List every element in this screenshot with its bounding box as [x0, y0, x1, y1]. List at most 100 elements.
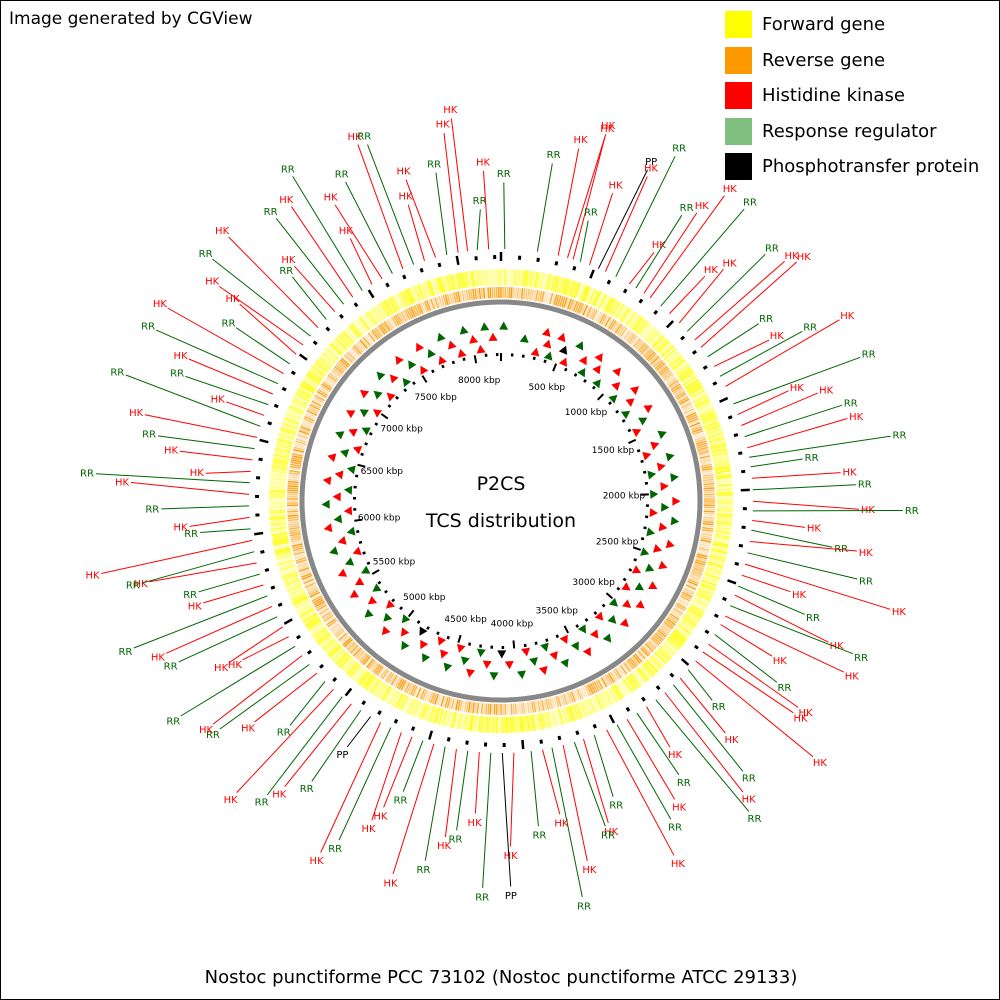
forward-gene-mark	[715, 473, 732, 478]
reverse-gene-mark	[472, 288, 476, 300]
forward-gene-mark	[375, 304, 386, 320]
reverse-gene-mark	[605, 317, 613, 329]
forward-gene-mark	[334, 651, 348, 665]
reverse-gene-mark	[689, 574, 701, 581]
outer-tick	[437, 262, 442, 268]
callout-label: HK	[799, 708, 814, 719]
forward-gene-mark	[393, 294, 402, 310]
reverse-gene-mark	[570, 691, 577, 702]
reverse-gene-mark	[485, 287, 488, 299]
outer-tick	[367, 289, 375, 299]
reverse-gene-mark	[671, 609, 682, 617]
forward-gene-mark	[300, 382, 316, 393]
callout-line	[266, 696, 343, 796]
tcs-feature-marker	[469, 334, 479, 344]
ruler-tick	[640, 459, 644, 464]
forward-gene-mark	[432, 278, 439, 295]
outer-tick	[727, 579, 737, 585]
forward-gene-mark	[303, 377, 319, 388]
forward-gene-mark	[509, 716, 512, 733]
reverse-gene-mark	[430, 298, 436, 310]
outer-tick	[270, 585, 276, 590]
tcs-feature-marker	[459, 325, 469, 335]
forward-gene-mark	[307, 619, 322, 630]
callout-line	[346, 716, 371, 748]
callout-line	[744, 404, 843, 438]
outer-tick	[254, 531, 264, 536]
tcs-feature-marker	[660, 482, 669, 492]
tcs-feature-marker	[646, 527, 656, 537]
forward-gene-mark	[440, 276, 446, 293]
reverse-gene-mark	[631, 655, 640, 666]
callout-line	[749, 435, 891, 458]
outer-tick	[393, 718, 399, 724]
callout-label: HK	[604, 827, 619, 838]
reverse-gene-mark	[641, 346, 651, 356]
forward-gene-mark	[619, 680, 630, 695]
reverse-gene-mark	[343, 638, 353, 648]
forward-gene-mark	[539, 713, 545, 730]
forward-gene-mark	[336, 653, 349, 666]
forward-gene-mark	[389, 690, 399, 706]
reverse-gene-mark	[307, 408, 319, 415]
forward-gene-mark	[697, 589, 713, 598]
reverse-gene-mark	[309, 404, 320, 411]
forward-gene-mark	[272, 457, 289, 463]
tcs-feature-marker	[352, 546, 362, 556]
callout-label: HK	[224, 795, 239, 806]
reverse-gene-mark	[296, 561, 308, 566]
forward-gene-mark	[277, 436, 294, 443]
callout-label: RR	[199, 249, 213, 260]
forward-gene-mark	[304, 616, 320, 627]
forward-gene-mark	[269, 481, 286, 485]
reverse-gene-mark	[323, 379, 334, 388]
reverse-gene-mark	[686, 413, 698, 420]
callout-label: RR	[475, 892, 489, 903]
ruler-tick	[384, 589, 388, 594]
forward-gene-mark	[543, 712, 549, 729]
forward-gene-mark	[438, 708, 445, 725]
reverse-gene-mark	[647, 353, 657, 362]
forward-gene-mark	[384, 299, 394, 315]
forward-gene-mark	[475, 270, 480, 287]
reverse-gene-mark	[338, 361, 348, 370]
forward-gene-mark	[337, 654, 351, 668]
reverse-gene-mark	[442, 696, 447, 708]
callout-label: HK	[574, 135, 589, 146]
reverse-gene-mark	[510, 287, 513, 299]
forward-gene-mark	[377, 303, 388, 319]
forward-gene-mark	[708, 438, 725, 445]
forward-gene-mark	[287, 584, 303, 593]
tcs-feature-marker	[647, 470, 657, 480]
tcs-feature-marker	[346, 526, 356, 536]
reverse-gene-mark	[661, 369, 671, 378]
forward-gene-mark	[402, 696, 411, 712]
reverse-gene-mark	[315, 602, 326, 610]
reverse-gene-mark	[331, 369, 341, 378]
reverse-gene-mark	[434, 693, 439, 705]
callout-label: HK	[695, 201, 710, 212]
forward-gene-mark	[614, 303, 625, 319]
forward-gene-mark	[708, 436, 725, 443]
reverse-gene-mark	[415, 304, 422, 315]
callout-line	[719, 330, 803, 377]
callout-line	[188, 358, 273, 395]
forward-gene-mark	[278, 563, 295, 570]
forward-gene-mark	[322, 351, 337, 363]
forward-gene-mark	[387, 689, 397, 705]
reverse-gene-mark	[385, 320, 393, 331]
reverse-gene-mark	[297, 564, 309, 570]
callout-line	[646, 706, 671, 748]
forward-gene-mark	[716, 509, 733, 512]
callout-label: RR	[748, 814, 762, 825]
callout-line	[615, 155, 676, 277]
reverse-gene-mark	[512, 703, 515, 715]
tcs-feature-marker	[608, 394, 618, 404]
reverse-gene-mark	[336, 362, 347, 371]
callout-line	[178, 616, 278, 663]
forward-gene-mark	[698, 586, 715, 595]
tcs-feature-marker	[521, 647, 531, 657]
tcs-feature-marker	[448, 340, 457, 350]
reverse-gene-mark	[574, 689, 581, 701]
forward-gene-mark	[280, 428, 296, 436]
